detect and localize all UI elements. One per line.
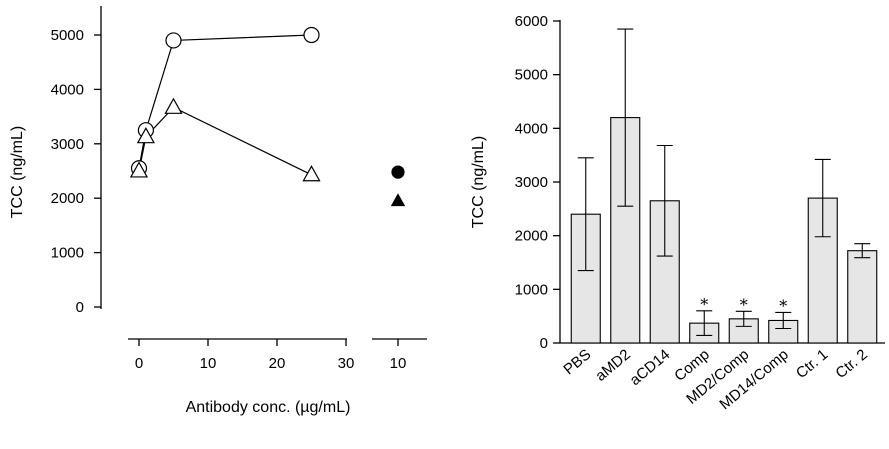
category-label: PBS: [560, 346, 594, 378]
data-point-triangle: [136, 126, 155, 144]
right-y-tick-label: 0: [540, 335, 548, 352]
left-y-axis-title: TCC (ng/mL): [9, 126, 26, 218]
left-y-axis: 0 1000 2000 3000 4000 5000: [51, 6, 102, 316]
line-chart: 0 1000 2000 3000 4000 5000 0 10 20 30 10 TCC (ng/…: [9, 6, 427, 416]
significance-star: *: [700, 295, 708, 314]
bar: [847, 250, 878, 344]
left-y-tick-label: 4000: [51, 81, 84, 98]
left-y-tick-label: 5000: [51, 27, 84, 44]
left-x-axis-title: Antibody conc. (µg/mL): [186, 399, 351, 416]
control-point-triangle: [390, 193, 406, 207]
data-point-circle: [303, 26, 320, 44]
significance-star: *: [740, 295, 748, 314]
category-label: Ctr. 2: [832, 346, 870, 382]
left-series-markers: [129, 26, 406, 207]
right-y-tick-label: 1000: [515, 281, 548, 298]
left-y-tick-label: 1000: [51, 245, 84, 262]
left-y-tick-label: 0: [76, 299, 84, 316]
right-y-axis-title: TCC (ng/mL): [470, 136, 487, 228]
bar: [610, 117, 641, 344]
left-x-axis: 0 10 20 30 10: [128, 338, 427, 372]
left-x-tick-label: 0: [135, 355, 143, 372]
right-y-tick-label: 4000: [515, 120, 548, 137]
series-line: [138, 106, 312, 176]
category-label: Ctr. 1: [793, 346, 831, 382]
right-y-tick-label: 3000: [515, 174, 548, 191]
left-x-tick-label: 30: [338, 355, 355, 372]
right-bars: * * *: [570, 28, 878, 344]
significance-star: *: [779, 296, 787, 315]
left-series-lines: [138, 34, 312, 176]
data-point-triangle: [302, 165, 321, 182]
right-y-axis: 0 1000 2000 3000 4000 5000 6000: [515, 13, 560, 352]
left-x-tick-label: 20: [269, 355, 286, 372]
right-y-tick-label: 2000: [515, 228, 548, 245]
left-y-tick-label: 2000: [51, 190, 84, 207]
category-label: aCD14: [627, 346, 674, 389]
category-label: aMD2: [592, 346, 634, 385]
data-point-circle: [165, 32, 182, 49]
right-y-tick-label: 6000: [515, 13, 548, 30]
control-point-circle: [391, 165, 405, 179]
right-y-tick-label: 5000: [515, 67, 548, 84]
left-x-break-tick-label: 10: [390, 355, 407, 372]
series-line: [138, 34, 312, 169]
bar: [570, 213, 601, 344]
left-x-tick-label: 10: [200, 355, 217, 372]
data-point-triangle: [129, 161, 149, 178]
left-y-tick-label: 3000: [51, 136, 84, 153]
data-point-triangle: [164, 97, 183, 114]
